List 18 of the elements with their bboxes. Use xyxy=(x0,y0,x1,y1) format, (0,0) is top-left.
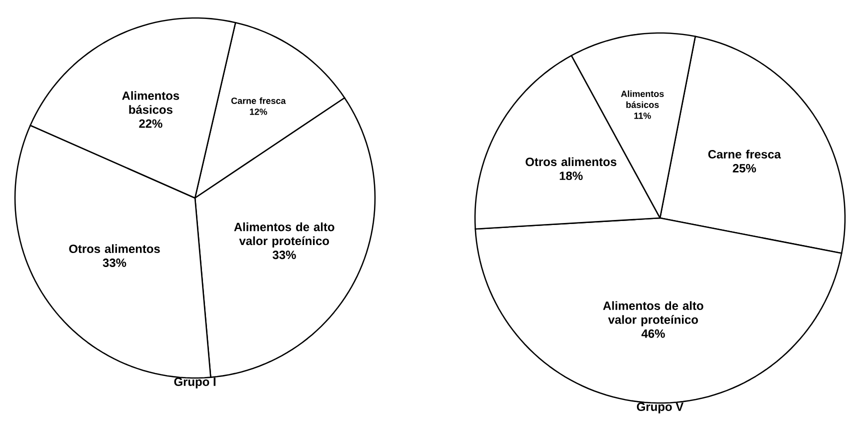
data-label: 25% xyxy=(732,164,756,172)
data-label: 33% xyxy=(272,250,296,260)
data-label: 11% xyxy=(634,112,651,119)
slice-label: Carne fresca xyxy=(231,97,286,104)
slice-label: Alimentos de alto valor proteínico xyxy=(603,301,704,326)
text: Grupo I xyxy=(174,378,216,388)
slice-label: Alimentos básicos xyxy=(621,90,664,108)
data-label: 22% xyxy=(139,119,162,128)
data-label: 12% xyxy=(250,108,268,115)
slice-label: Alimentos de alto valor proteínico xyxy=(234,222,334,248)
text: Grupo V xyxy=(636,402,684,414)
data-label: 46% xyxy=(641,329,665,338)
slice-label: Alimentos básicos xyxy=(122,91,180,114)
slice-label: Otros alimentos xyxy=(69,244,160,254)
data-label: 33% xyxy=(102,258,126,268)
slice-label: Carne fresca xyxy=(708,150,781,158)
data-label: 18% xyxy=(560,172,583,180)
slice-label: Otros alimentos xyxy=(526,157,616,166)
